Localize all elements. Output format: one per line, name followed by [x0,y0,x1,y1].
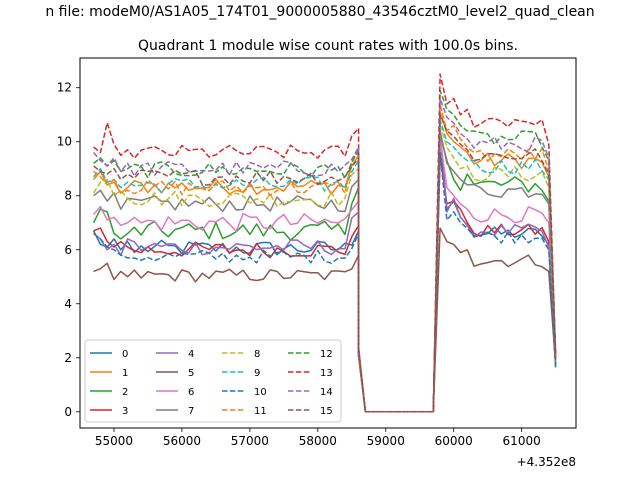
series-line-8 [92,124,557,413]
series-line-2 [92,132,557,413]
figure-suptitle: n file: modeM0/AS1A05_174T01_9000005880_… [45,4,594,20]
series-line-9 [93,119,557,413]
legend-label: 11 [254,406,267,417]
legend-label: 14 [320,387,333,398]
legend-frame [84,339,342,423]
x-axis: 55000 56000 57000 58000 59000 60000 61000 [95,428,541,448]
legend-label: 12 [320,349,333,360]
series-line-6 [93,138,557,413]
series-lines [92,73,557,413]
series-line-5 [93,227,557,413]
series-line-12 [93,89,557,413]
legend-label: 4 [188,349,194,360]
y-tick-label: 4 [64,297,72,311]
x-tick-label: 55000 [95,434,133,448]
series-line-15 [93,113,557,413]
y-tick-label: 8 [64,189,72,203]
legend-label: 1 [122,368,128,379]
x-tick-label: 60000 [435,434,473,448]
legend-label: 6 [188,387,194,398]
legend-label: 2 [122,387,128,398]
legend-label: 10 [254,387,267,398]
legend-label: 5 [188,368,194,379]
legend-label: 9 [254,368,260,379]
series-line-3 [93,154,557,413]
y-axis: 0 2 4 6 8 10 12 [57,81,80,419]
chart-title: Quadrant 1 module wise count rates with … [138,38,518,54]
series-line-4 [93,127,557,413]
x-offset-label: +4.352e8 [517,455,576,469]
x-tick-label: 58000 [299,434,337,448]
legend-label: 3 [122,406,128,417]
x-tick-label: 59000 [367,434,405,448]
series-line-13 [93,73,557,413]
y-tick-label: 0 [64,405,72,419]
x-tick-label: 57000 [231,434,269,448]
plot-area: 55000 56000 57000 58000 59000 60000 61000 0 2 4 6… [57,57,577,469]
x-tick-label: 61000 [503,434,541,448]
y-tick-label: 10 [57,135,72,149]
x-tick-label: 56000 [163,434,201,448]
legend-label: 8 [254,349,260,360]
legend-label: 7 [188,406,194,417]
y-tick-label: 12 [57,81,72,95]
y-tick-label: 2 [64,351,72,365]
legend-label: 0 [122,349,128,360]
y-tick-label: 6 [64,243,72,257]
axes-frame [79,57,577,429]
legend-label: 13 [320,368,333,379]
series-line-14 [93,97,557,413]
series-line-10 [93,151,557,413]
legend-label: 15 [320,406,333,417]
